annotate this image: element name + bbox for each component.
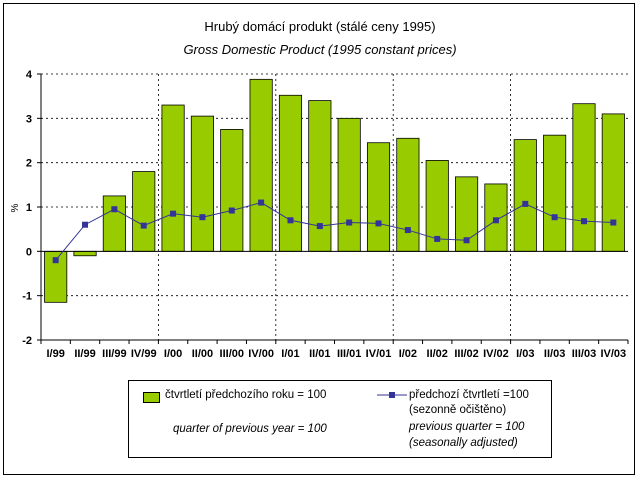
line-point	[492, 217, 499, 224]
line-point	[346, 219, 353, 226]
x-tick-label: IV/00	[248, 348, 274, 360]
bar-series	[44, 78, 625, 303]
x-tick-label: II/99	[74, 348, 95, 360]
legend-line-label-en: previous quarter = 100	[409, 421, 525, 433]
x-tick-label: II/03	[544, 348, 565, 360]
x-tick-label: I/99	[46, 348, 64, 360]
line-point	[111, 206, 118, 213]
axes	[37, 73, 629, 344]
line-point	[287, 217, 294, 224]
y-tick-label: -1	[22, 291, 32, 303]
legend-bar-swatch	[143, 392, 160, 403]
y-tick-label: 1	[26, 202, 32, 214]
line-point	[522, 200, 529, 207]
legend-bar-label-en: quarter of previous year = 100	[173, 423, 327, 435]
bar	[543, 134, 567, 252]
chart-subtitle: Gross Domestic Product (1995 constant pr…	[183, 42, 457, 57]
y-tick-label: 2	[26, 158, 32, 170]
line-series	[52, 199, 617, 264]
y-tick-label: 4	[26, 69, 33, 81]
bar	[73, 250, 97, 257]
line-point	[434, 235, 441, 242]
y-axis-label: %	[10, 203, 21, 212]
legend-line-label: předchozí čtvrtletí =100	[409, 389, 529, 401]
legend-line-label-en-sub: (seasonally adjusted)	[409, 437, 518, 449]
chart-title: Hrubý domácí produkt (stálé ceny 1995)	[204, 19, 436, 34]
line-point	[258, 199, 265, 206]
bar	[396, 137, 420, 252]
y-tick-label: 0	[26, 246, 32, 258]
line-point	[404, 227, 411, 234]
x-tick-label: I/01	[281, 348, 299, 360]
bar	[337, 117, 361, 252]
line-point	[610, 219, 617, 226]
x-tick-label: II/01	[309, 348, 330, 360]
line-point	[82, 221, 89, 228]
line-point	[375, 220, 382, 227]
y-tick-label: 3	[26, 113, 32, 125]
bar	[190, 115, 214, 252]
line-point	[551, 214, 558, 221]
bar	[572, 103, 596, 252]
x-tick-label: III/02	[454, 348, 478, 360]
bar	[601, 113, 625, 252]
x-tick-label: III/01	[337, 348, 361, 360]
y-tick-label: -2	[22, 335, 32, 347]
line-point	[580, 218, 587, 225]
x-tick-label: IV/01	[366, 348, 392, 360]
x-tick-label: I/02	[399, 348, 417, 360]
bar	[513, 139, 537, 252]
x-tick-label: IV/03	[600, 348, 626, 360]
plot-area	[41, 74, 628, 340]
legend-bar-label: čtvrtletí předchozího roku = 100	[165, 389, 327, 401]
line-point	[199, 214, 206, 221]
line-point	[52, 257, 59, 264]
y-tick-labels: -2 -1 0 1 2 3 4	[22, 69, 33, 347]
bar	[366, 142, 391, 252]
x-tick-label: IV/99	[131, 348, 157, 360]
x-tick-labels: I/99 II/99 III/99 IV/99 I/00 II/00 III/00 IV/00…	[46, 348, 626, 360]
bar	[220, 129, 244, 252]
bar	[102, 195, 126, 252]
legend-line-label-sub: (sezonně očištěno)	[409, 404, 507, 416]
x-tick-label: III/00	[220, 348, 244, 360]
bar	[249, 78, 273, 252]
bar	[278, 94, 303, 252]
legend: čtvrtletí předchozího roku = 100 quarter…	[128, 380, 552, 458]
bar	[161, 104, 185, 252]
line-point	[228, 207, 235, 214]
x-tick-label: II/00	[192, 348, 213, 360]
bar	[132, 171, 156, 252]
line-path	[55, 202, 614, 261]
x-tick-label: III/99	[102, 348, 126, 360]
x-tick-label: III/03	[572, 348, 596, 360]
x-tick-label: I/03	[516, 348, 534, 360]
line-point	[316, 223, 323, 230]
x-tick-label: I/00	[164, 348, 182, 360]
line-point	[140, 222, 147, 229]
line-point	[463, 237, 470, 244]
legend-line-swatch	[377, 392, 407, 398]
x-tick-label: II/02	[427, 348, 448, 360]
gridlines	[41, 73, 628, 341]
x-tick-label: IV/02	[483, 348, 509, 360]
plot-background	[41, 74, 628, 340]
line-point	[170, 210, 177, 217]
